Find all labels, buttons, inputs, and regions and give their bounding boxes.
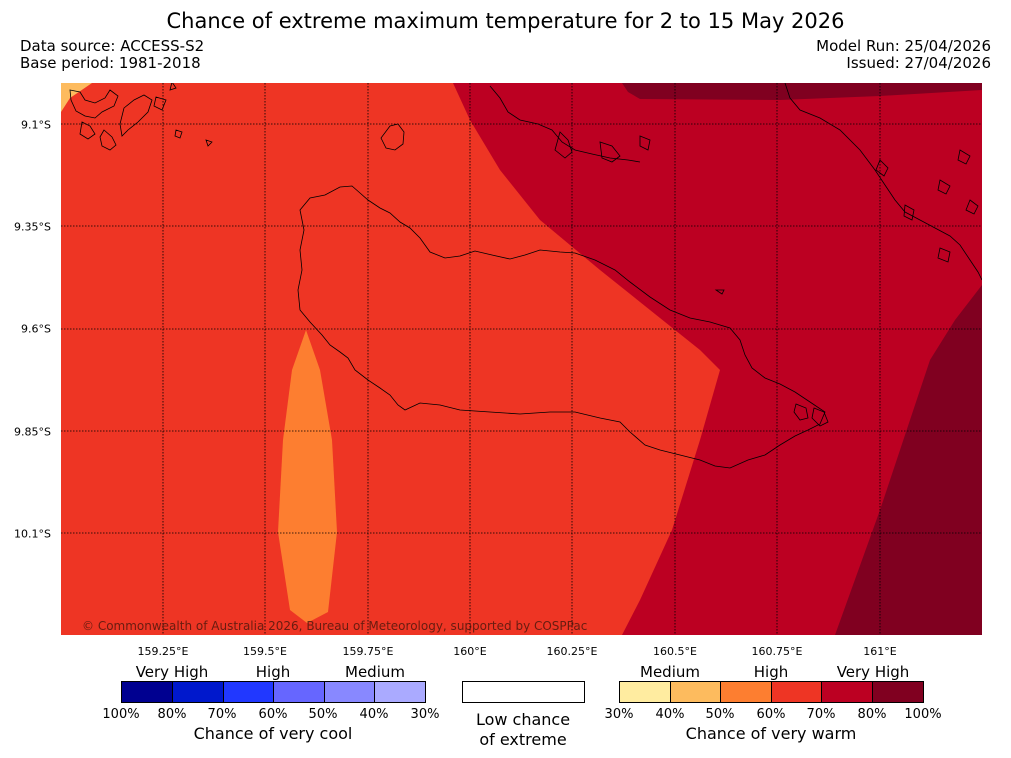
- region-80-100-top: [622, 83, 982, 100]
- cool-pct-30: 30%: [410, 707, 440, 722]
- region-50-60-tongue: [278, 330, 337, 623]
- warm-pct-30: 30%: [604, 707, 634, 722]
- small-island-coastline: [380, 123, 405, 151]
- model-run: Model Run: 25/04/2026: [816, 37, 991, 55]
- low-chance-line-2: of extreme: [479, 730, 567, 749]
- warm-category-very-high: Very High: [836, 663, 910, 681]
- lon-label-159-5: 159.5°E: [243, 645, 287, 658]
- warm-swatch-80-100: [872, 681, 924, 703]
- lon-label-159-25: 159.25°E: [137, 645, 189, 658]
- cool-swatch-30-40: [374, 681, 426, 703]
- warm-pct-40: 40%: [655, 707, 685, 722]
- warm-pct-60: 60%: [756, 707, 786, 722]
- lat-label-9-35: 9.35°S: [14, 220, 51, 234]
- warm-pct-80: 80%: [857, 707, 887, 722]
- warm-swatch-70-80: [821, 681, 873, 703]
- cool-scale-title: Chance of very cool: [193, 724, 353, 743]
- east-cape-islands: [714, 289, 829, 427]
- issued-date: Issued: 27/04/2026: [846, 54, 991, 72]
- coastlines: [69, 83, 982, 469]
- region-70-80: [453, 83, 982, 635]
- warm-category-medium: Medium: [640, 663, 700, 681]
- cool-category-high: High: [255, 663, 291, 681]
- cool-pct-70: 70%: [207, 707, 237, 722]
- warm-pct-50: 50%: [705, 707, 735, 722]
- main-island-coastline: [297, 185, 826, 469]
- cool-pct-80: 80%: [157, 707, 187, 722]
- cool-swatch-60-70: [223, 681, 275, 703]
- data-source: Data source: ACCESS-S2: [20, 37, 205, 55]
- lon-label-160-5: 160.5°E: [653, 645, 697, 658]
- warm-pct-70: 70%: [806, 707, 836, 722]
- cool-category-very-high: Very High: [135, 663, 209, 681]
- northeast-islands-coastline: [489, 83, 982, 281]
- warm-swatch-60-70: [771, 681, 823, 703]
- probability-regions: [61, 83, 982, 635]
- lat-label-9-85: 9.85°S: [14, 425, 51, 439]
- copyright-notice: © Commonwealth of Australia 2026, Bureau…: [82, 619, 588, 633]
- lon-label-159-75: 159.75°E: [342, 645, 394, 658]
- warm-pct-100: 100%: [904, 707, 942, 722]
- warm-swatch-30-40: [619, 681, 671, 703]
- cool-swatch-40-50: [324, 681, 376, 703]
- cool-pct-60: 60%: [258, 707, 288, 722]
- region-80-100-east: [835, 285, 982, 635]
- warm-swatch-50-60: [720, 681, 772, 703]
- cool-pct-100: 100%: [102, 707, 140, 722]
- cool-swatch-50-60: [273, 681, 325, 703]
- lat-label-10-1: 10.1°S: [14, 527, 51, 541]
- cool-pct-40: 40%: [359, 707, 389, 722]
- lon-label-160-75: 160.75°E: [751, 645, 803, 658]
- lon-label-160: 160°E: [453, 645, 487, 658]
- map-title: Chance of extreme maximum temperature fo…: [166, 9, 845, 33]
- lat-label-9-6: 9.6°S: [21, 322, 51, 336]
- cool-pct-50: 50%: [308, 707, 338, 722]
- lon-label-161: 161°E: [863, 645, 897, 658]
- cool-swatch-70-80: [172, 681, 224, 703]
- metadata-right: Model Run: 25/04/2026 Issued: 27/04/2026: [816, 38, 991, 72]
- lon-label-160-25: 160.25°E: [546, 645, 598, 658]
- low-chance-label: Low chance of extreme: [476, 710, 570, 750]
- low-chance-swatch: [462, 681, 585, 703]
- region-40-50-corner: [61, 83, 92, 112]
- northwest-islands-coastline: [69, 83, 213, 151]
- base-period: Base period: 1981-2018: [20, 54, 201, 72]
- low-chance-line-1: Low chance: [475, 710, 571, 729]
- warm-swatch-40-50: [670, 681, 722, 703]
- warm-scale-title: Chance of very warm: [685, 724, 857, 743]
- lat-label-9-1: 9.1°S: [21, 118, 51, 132]
- metadata-left: Data source: ACCESS-S2 Base period: 1981…: [20, 38, 204, 72]
- cool-swatch-80-100: [121, 681, 173, 703]
- warm-category-high: High: [753, 663, 789, 681]
- graticule: [61, 83, 982, 635]
- cool-category-medium: Medium: [345, 663, 405, 681]
